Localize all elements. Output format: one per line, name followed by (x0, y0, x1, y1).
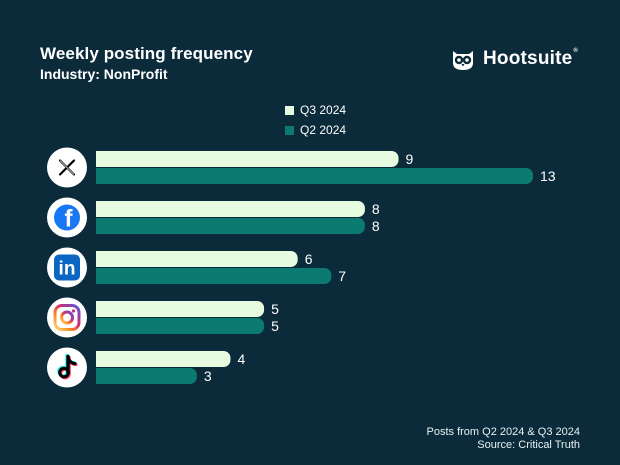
svg-text:f: f (65, 206, 74, 233)
data-label: 4 (237, 351, 245, 367)
bar (96, 168, 533, 184)
legend-swatch-q2 (285, 125, 294, 135)
data-label: 8 (372, 201, 380, 217)
data-label: 6 (305, 251, 313, 267)
data-label: 5 (271, 318, 279, 334)
chart-subtitle: Industry: NonProfit (40, 66, 168, 82)
bar (96, 151, 399, 167)
brand-logo: Hootsuite® (449, 47, 578, 71)
bar-left-edge (96, 268, 106, 284)
instagram-logo-icon (47, 297, 87, 338)
bar-left-edge (96, 168, 106, 184)
chart-title: Weekly posting frequency (40, 44, 253, 63)
bar-left-edge (96, 201, 106, 217)
brand-name: Hootsuite® (483, 48, 579, 69)
data-label: 13 (540, 168, 556, 184)
bar-left-edge (96, 251, 106, 267)
bar (96, 251, 298, 267)
legend-label-q3: Q3 2024 (300, 103, 347, 117)
chart-legend: Q3 2024 Q2 2024 (285, 100, 346, 140)
footer-source: Source: Critical Truth (477, 439, 580, 451)
data-label: 7 (338, 268, 346, 284)
legend-item-q3: Q3 2024 (285, 100, 346, 120)
bar-left-edge (96, 301, 106, 317)
data-label: 9 (406, 151, 414, 167)
footer-note: Posts from Q2 2024 & Q3 2024 (426, 426, 580, 438)
owl-logo-icon (453, 51, 473, 70)
bar-left-edge (96, 318, 106, 334)
x-logo-icon (47, 147, 87, 188)
legend-label-q2: Q2 2024 (300, 123, 347, 137)
bar-left-edge (96, 351, 106, 367)
data-label: 5 (271, 301, 279, 317)
bar (96, 301, 265, 317)
facebook-logo-icon: f (47, 197, 87, 238)
svg-text:in: in (59, 259, 76, 280)
bar (96, 268, 332, 284)
legend-item-q2: Q2 2024 (285, 120, 346, 140)
bar-left-edge (96, 151, 106, 167)
data-label: 3 (204, 368, 212, 384)
tiktok-logo-icon (47, 347, 87, 388)
legend-swatch-q3 (285, 105, 294, 115)
data-label: 8 (372, 218, 380, 234)
bar (96, 318, 265, 334)
bar (96, 201, 365, 217)
chart-footer: Posts from Q2 2024 & Q3 2024 Source: Cri… (427, 426, 580, 452)
bar-left-edge (96, 218, 106, 234)
linkedin-logo-icon: in (47, 247, 87, 288)
bar (96, 351, 231, 367)
bar-left-edge (96, 368, 106, 384)
bar (96, 368, 197, 384)
bar (96, 218, 365, 234)
